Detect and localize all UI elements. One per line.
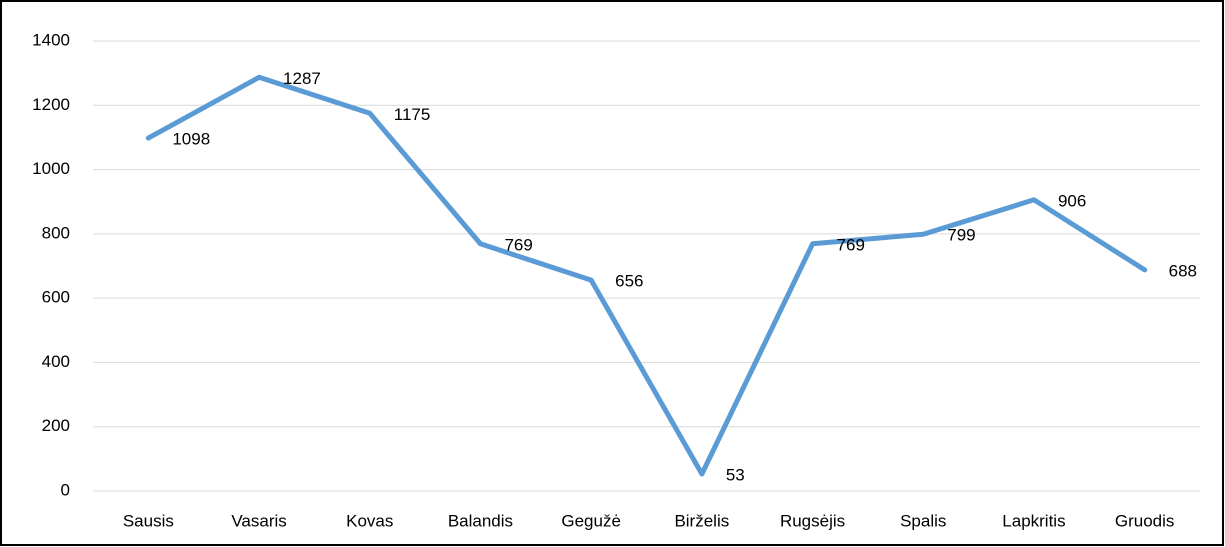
data-label: 656 bbox=[615, 272, 643, 291]
data-label: 1287 bbox=[283, 69, 321, 88]
y-tick-label: 200 bbox=[42, 416, 70, 435]
x-tick-label: Kovas bbox=[346, 511, 393, 530]
x-tick-label: Lapkritis bbox=[1002, 511, 1065, 530]
y-tick-label: 600 bbox=[42, 288, 70, 307]
y-tick-label: 1200 bbox=[32, 95, 70, 114]
data-label: 688 bbox=[1169, 261, 1197, 280]
y-tick-label: 0 bbox=[61, 480, 70, 499]
y-tick-label: 400 bbox=[42, 352, 70, 371]
x-tick-label: Vasaris bbox=[231, 511, 286, 530]
x-tick-label: Balandis bbox=[448, 511, 513, 530]
y-tick-label: 1000 bbox=[32, 159, 70, 178]
data-label: 769 bbox=[504, 235, 532, 254]
data-label: 53 bbox=[726, 465, 745, 484]
x-tick-label: Spalis bbox=[900, 511, 946, 530]
data-label: 1098 bbox=[172, 130, 210, 149]
data-line bbox=[145, 74, 1148, 477]
data-label: 799 bbox=[947, 226, 975, 245]
x-tick-label: Sausis bbox=[123, 511, 174, 530]
data-label: 1175 bbox=[394, 105, 431, 124]
x-tick-label: Birželis bbox=[674, 511, 729, 530]
x-tick-label: Rugsėjis bbox=[780, 511, 845, 530]
data-label: 906 bbox=[1058, 191, 1086, 210]
x-tick-label: Gegužė bbox=[561, 511, 621, 530]
y-tick-label: 1400 bbox=[32, 30, 70, 49]
data-label: 769 bbox=[837, 235, 865, 254]
y-tick-label: 800 bbox=[42, 223, 70, 242]
x-tick-label: Gruodis bbox=[1115, 511, 1175, 530]
